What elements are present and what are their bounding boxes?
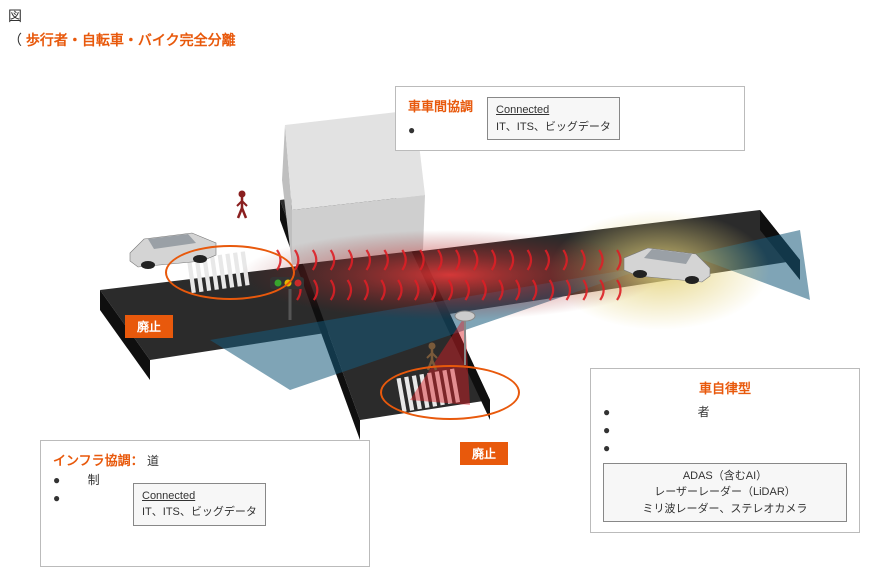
tech-box: Connected IT、ITS、ビッグデータ xyxy=(487,97,620,140)
tech-underline: Connected xyxy=(496,104,549,116)
callout-header: インフラ協調： xyxy=(53,453,144,468)
radar-waves xyxy=(240,230,660,320)
tech-line: ミリ波レーダー、ステレオカメラ xyxy=(612,501,838,518)
tech-box: ADAS（含むAI） レーザーレーダー（LiDAR） ミリ波レーダー、ステレオカ… xyxy=(603,463,847,523)
tech-line: IT、ITS、ビッグデータ xyxy=(142,506,257,518)
callout-header: 車車間協調 xyxy=(408,97,473,117)
callout-body-line: ● xyxy=(603,421,847,439)
subtitle-prefix: （ xyxy=(8,32,22,48)
callout-infra: インフラ協調： 道 ● 制 ● Connected IT、ITS、ビッグデータ xyxy=(40,440,370,567)
page-subtitle: （ 歩行者・自転車・バイク完全分離 xyxy=(8,30,236,50)
tech-line: ADAS（含むAI） xyxy=(612,468,838,485)
abolish-marker-oval xyxy=(165,245,295,300)
callout-header-row: インフラ協調： 道 xyxy=(53,451,357,471)
callout-autonomous: 車自律型 ● 者 ● ● ADAS（含むAI） レーザーレーダー（LiDAR） … xyxy=(590,368,860,533)
callout-body-line: ● 者 xyxy=(603,403,847,421)
abolish-badge: 廃止 xyxy=(125,315,173,338)
callout-body-line: ● xyxy=(408,121,473,139)
callout-header: 車自律型 xyxy=(603,379,847,399)
page-title: 図 xyxy=(8,6,22,26)
abolish-badge: 廃止 xyxy=(460,442,508,465)
tech-line: レーザーレーダー（LiDAR） xyxy=(612,484,838,501)
callout-body-line: ● xyxy=(603,439,847,457)
tech-underline: Connected xyxy=(142,490,195,502)
callout-header-tail: 道 xyxy=(147,454,159,468)
tech-line: IT、ITS、ビッグデータ xyxy=(496,121,611,133)
subtitle-highlight: 歩行者・自転車・バイク完全分離 xyxy=(26,32,236,48)
abolish-marker-oval xyxy=(380,365,520,420)
callout-v2v: 車車間協調 ● Connected IT、ITS、ビッグデータ xyxy=(395,86,745,151)
tech-box: Connected IT、ITS、ビッグデータ xyxy=(133,483,266,526)
